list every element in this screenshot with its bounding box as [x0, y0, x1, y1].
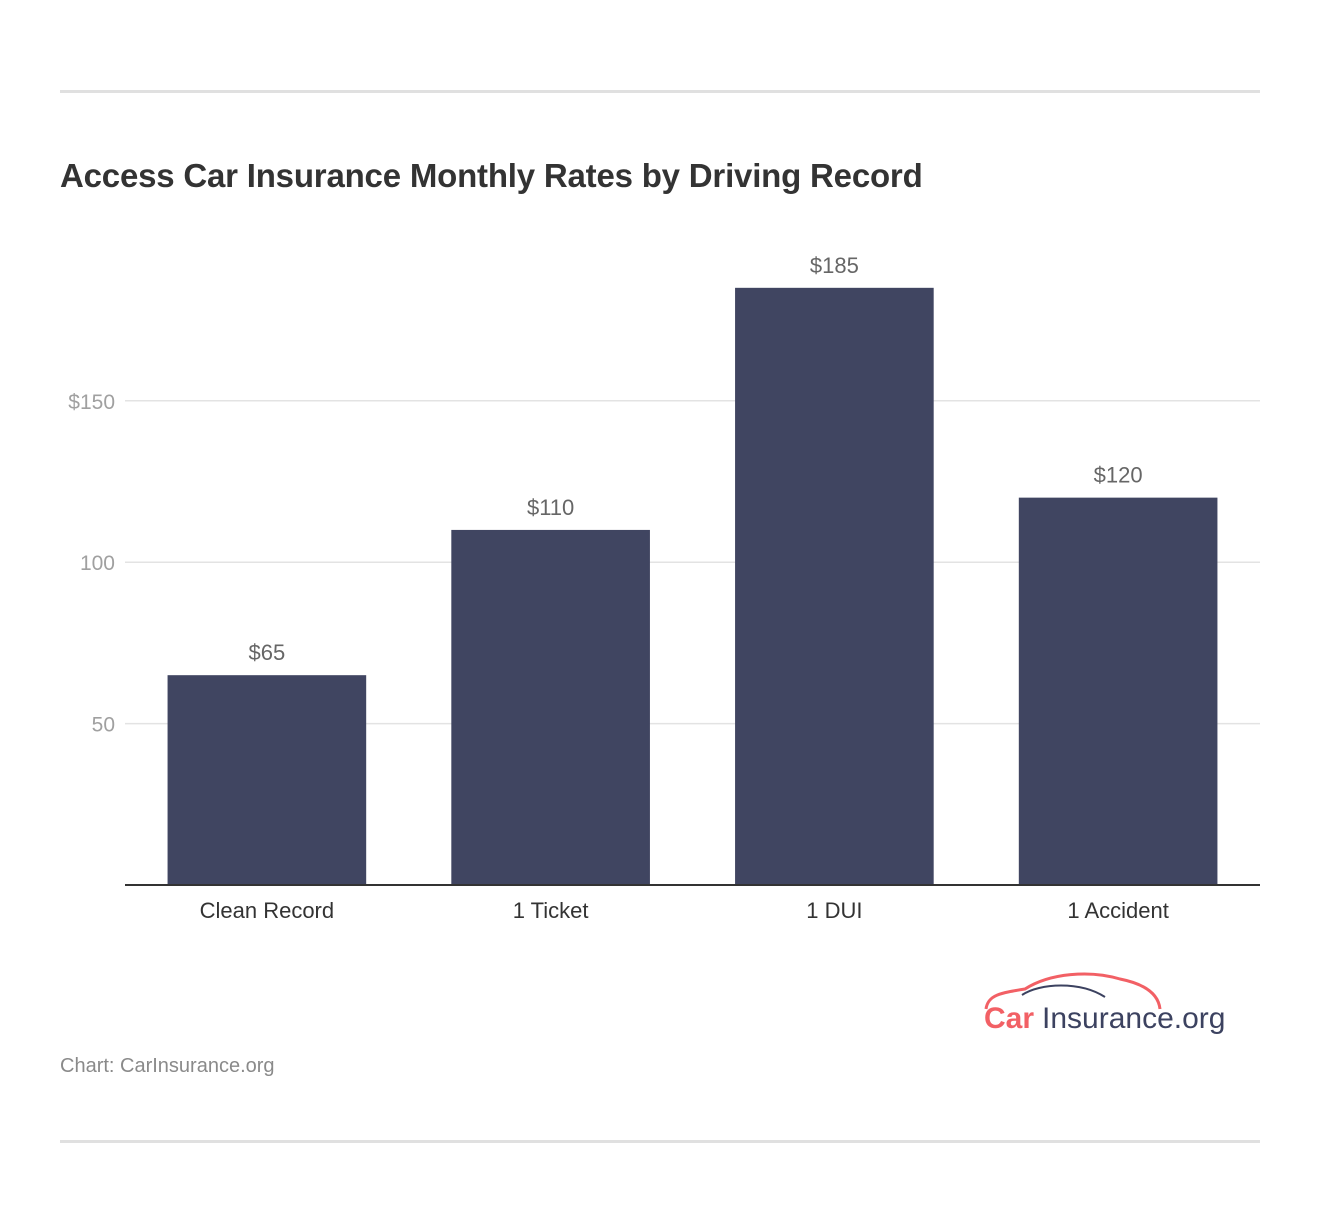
x-tick-label: 1 Ticket	[513, 898, 589, 923]
y-tick-label: 100	[80, 552, 115, 575]
x-tick-label: 1 DUI	[806, 898, 862, 923]
logo-text-car: Car	[984, 1002, 1034, 1035]
bar	[1018, 497, 1218, 885]
x-tick-label: 1 Accident	[1067, 898, 1169, 923]
chart-title: Access Car Insurance Monthly Rates by Dr…	[60, 157, 923, 194]
y-tick-label: 50	[92, 714, 115, 737]
data-label: $110	[527, 495, 574, 520]
bar	[167, 675, 367, 885]
chart-source: Chart: CarInsurance.org	[60, 1055, 275, 1077]
x-tick-label: Clean Record	[200, 898, 335, 923]
data-label: $120	[1094, 463, 1143, 488]
logo-text-rest: Insurance.org	[1042, 1002, 1225, 1035]
bar	[451, 529, 650, 885]
carinsurance-logo: Car Insurance.org	[984, 972, 1225, 1035]
bar	[735, 287, 934, 885]
data-label: $65	[249, 640, 286, 665]
data-label: $185	[810, 253, 859, 278]
bottom-divider	[60, 1140, 1260, 1143]
top-divider	[60, 90, 1260, 93]
y-tick-label: $150	[68, 391, 115, 414]
